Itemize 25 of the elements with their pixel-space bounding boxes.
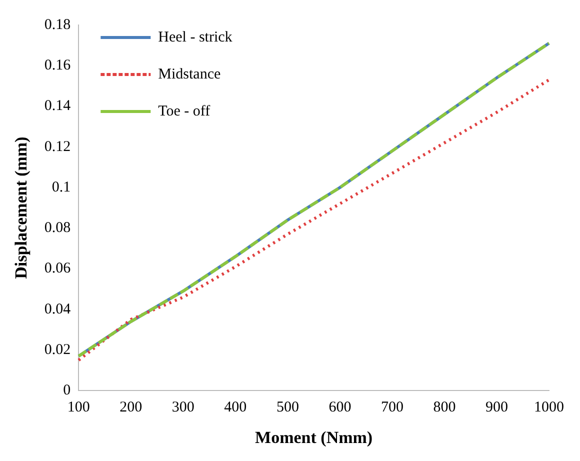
x-tick-label: 100 [67,400,90,416]
y-tick-label: 0.18 [44,16,71,33]
y-tick-label: 0.12 [44,138,71,155]
x-tick-label: 600 [328,400,352,416]
y-tick-label: 0.08 [44,220,71,236]
y-tick-label: 0.04 [44,301,72,318]
x-tick-label: 800 [433,400,456,416]
x-tick-label: 200 [120,400,142,416]
x-tick-label: 700 [380,400,404,416]
x-tick-label: 400 [224,400,247,416]
y-tick-label: 0.06 [44,260,72,277]
x-tick-label: 300 [172,400,194,416]
y-tick-label: 0 [63,382,71,399]
x-tick-label: 500 [276,400,299,416]
y-tick-label: 0.02 [44,342,71,358]
x-axis-title: Moment (Nmm) [255,428,373,448]
y-tick-label: 0.14 [44,98,72,114]
legend-label: Midstance [158,66,221,82]
x-tick-label: 900 [485,400,508,416]
y-tick-label: 0.16 [44,58,72,74]
legend-label: Heel - strick [158,29,233,46]
legend-label: Toe - off [158,103,210,120]
x-tick-label: 1000 [534,400,564,416]
y-tick-label: 0.1 [52,179,71,196]
y-axis-title: Displacement (mm) [12,136,31,279]
